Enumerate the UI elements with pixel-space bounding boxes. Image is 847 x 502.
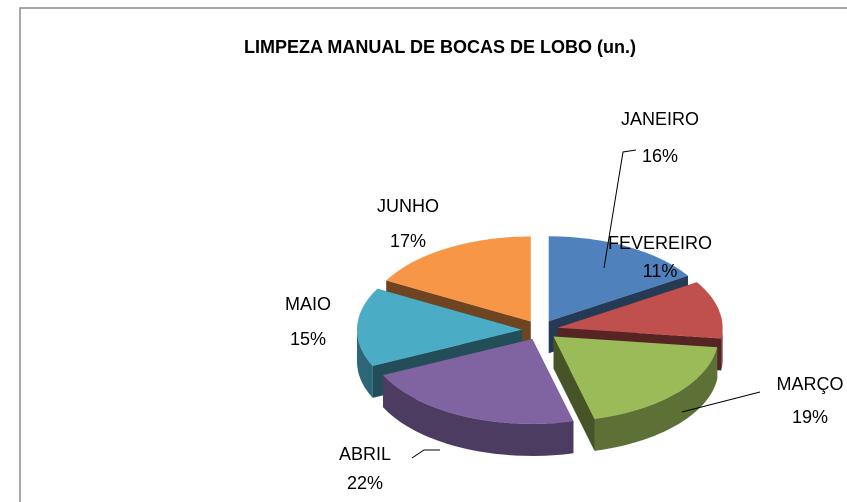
slice [553, 336, 718, 451]
slice-top [386, 236, 531, 322]
leader-line [411, 449, 440, 459]
leader-line [603, 149, 637, 269]
category-label: MARÇO [777, 374, 844, 394]
value-label: 11% [643, 261, 678, 281]
value-label: 15% [290, 329, 326, 349]
category-label: JUNHO [377, 196, 439, 216]
slice-top [548, 236, 688, 322]
slice [383, 339, 574, 456]
slice-radial-face [553, 336, 595, 451]
value-label: 22% [347, 473, 383, 493]
slice-side [357, 329, 373, 398]
slice-side [594, 347, 718, 451]
value-label: 17% [390, 231, 426, 251]
slice-top [553, 336, 718, 419]
slice-top [557, 282, 723, 339]
leader-line [681, 391, 761, 413]
slice-side [383, 375, 574, 456]
value-label: 19% [792, 407, 828, 427]
chart-title: LIMPEZA MANUAL DE BOCAS DE LOBO (un.) [244, 37, 636, 57]
slice-side [721, 327, 723, 371]
category-label: ABRIL [339, 444, 391, 464]
pie [357, 236, 723, 456]
category-label: FEVEREIRO [608, 233, 712, 253]
labels: JANEIRO 16% FEVEREIRO 11% MARÇO 19% ABRIL 22% MA… [285, 109, 844, 493]
category-label: JANEIRO [621, 109, 699, 129]
slice-top [383, 339, 574, 424]
slice-top [357, 288, 522, 366]
value-label: 16% [642, 146, 678, 166]
category-label: MAIO [285, 294, 331, 314]
